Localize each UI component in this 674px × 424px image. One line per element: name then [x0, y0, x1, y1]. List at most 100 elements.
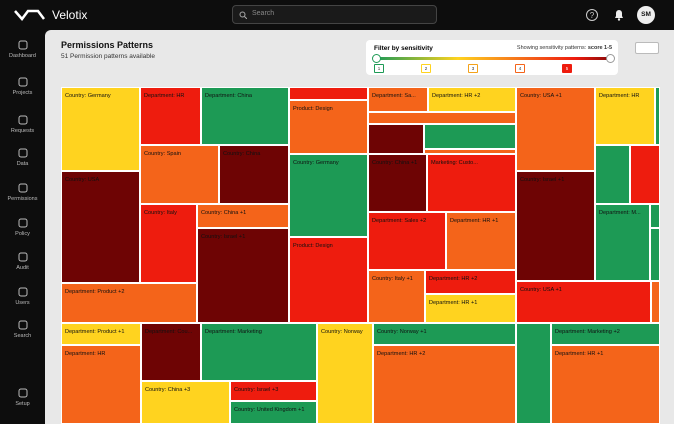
filter-panel: Filter by sensitivity Showing sensitivit… — [366, 40, 618, 75]
notifications-icon[interactable] — [612, 8, 626, 22]
tile-label: Department: China — [205, 93, 252, 99]
tile-label: Country: China +3 — [145, 387, 191, 393]
treemap-tile[interactable]: Department: Product +2 — [61, 283, 197, 323]
nav-label: Dashboard — [9, 53, 36, 59]
nav-item[interactable]: Dashboard — [0, 40, 45, 59]
search-placeholder: Search — [252, 10, 275, 17]
treemap-tile[interactable] — [651, 281, 660, 323]
treemap-tile[interactable]: Product: Design — [289, 237, 368, 323]
treemap-tile[interactable]: Country: Israel +3 — [230, 381, 317, 401]
nav-item[interactable]: Users — [0, 287, 45, 306]
treemap-tile[interactable]: Department: Marketing +2 — [551, 323, 660, 345]
treemap-tile[interactable]: Department: Marketing — [201, 323, 317, 381]
page-title: Permissions Patterns — [61, 40, 154, 50]
level-label: 2 — [421, 64, 431, 73]
treemap-tile[interactable]: Department: M... — [595, 204, 650, 281]
treemap-tile[interactable] — [650, 204, 660, 228]
nav-icon — [18, 218, 27, 228]
tile-label: Country: China +1 — [372, 160, 418, 166]
nav-icon — [18, 40, 27, 50]
tile-label: Country: China +1 — [201, 210, 247, 216]
treemap-tile[interactable]: Country: USA +1 — [516, 87, 595, 171]
brand: Velotix — [52, 8, 88, 22]
treemap-tile[interactable]: Country: Israel +1 — [197, 228, 289, 323]
treemap-tile[interactable] — [368, 124, 424, 154]
tile-label: Country: Spain — [144, 151, 182, 157]
treemap-tile[interactable]: Department: HR — [61, 345, 141, 424]
treemap-tile[interactable]: Department: HR — [595, 87, 655, 145]
filter-score: score 1-5 — [587, 45, 612, 51]
treemap: Country: Germany Country: USA Department: … — [61, 87, 674, 424]
tile-label: Department: HR +2 — [377, 351, 426, 357]
treemap-tile[interactable]: Department: HR +2 — [373, 345, 516, 424]
treemap-tile[interactable]: Department: HR +2 — [428, 87, 516, 112]
treemap-tile[interactable] — [630, 145, 660, 204]
nav-item[interactable]: Permissions — [0, 183, 45, 202]
treemap-tile[interactable]: Marketing: Custo... — [427, 154, 516, 212]
treemap-tile[interactable]: Department: HR +1 — [551, 345, 660, 424]
treemap-tile[interactable]: Country: China +1 — [368, 154, 427, 212]
treemap-tile[interactable] — [595, 145, 630, 204]
treemap-tile[interactable] — [424, 149, 516, 154]
nav-item[interactable]: Projects — [0, 77, 45, 96]
tile-label: Department: M... — [599, 210, 641, 216]
help-icon[interactable]: ? — [585, 8, 599, 22]
treemap-tile[interactable]: Department: China — [201, 87, 289, 145]
treemap-tile[interactable]: Department: HR +1 — [446, 212, 516, 270]
treemap-tile[interactable]: Product: Design — [289, 100, 368, 154]
nav-item[interactable]: Requests — [0, 115, 45, 134]
nav-item[interactable]: Policy — [0, 218, 45, 237]
treemap-tile[interactable] — [650, 228, 660, 281]
treemap-tile[interactable]: Country: Italy — [140, 204, 197, 283]
treemap-tile[interactable]: Country: Germany — [289, 154, 368, 237]
tile-label: Department: HR — [599, 93, 640, 99]
treemap-tile[interactable]: Country: China +3 — [141, 381, 230, 424]
treemap-tile[interactable]: Department: Sales +2 — [368, 212, 446, 270]
treemap-tile[interactable]: Country: Italy +1 — [368, 270, 425, 323]
treemap-tile[interactable]: Country: Germany — [61, 87, 140, 171]
treemap-tile[interactable]: Country: Norway — [317, 323, 373, 424]
tile-label: Department: Marketing +2 — [555, 329, 620, 335]
treemap-tile[interactable]: Country: Spain — [140, 145, 219, 204]
treemap-tile[interactable]: Country: China +1 — [197, 204, 289, 228]
filter-title: Filter by sensitivity — [374, 45, 433, 52]
treemap-tile[interactable]: Country: United Kingdom +1 — [230, 401, 317, 424]
nav-item[interactable]: Setup — [0, 388, 45, 407]
treemap-tile[interactable]: Department: Cou... — [141, 323, 201, 381]
treemap-tile[interactable] — [516, 323, 551, 424]
slider-handle-min[interactable] — [372, 54, 381, 63]
view-toggle[interactable] — [635, 42, 659, 54]
search-box[interactable]: Search — [232, 5, 437, 24]
main-panel: Permissions Patterns 51 Permission patte… — [45, 30, 674, 424]
level-label: 1 — [374, 64, 384, 73]
tile-label: Country: USA +1 — [520, 93, 562, 99]
nav-label: Policy — [15, 231, 30, 237]
nav-item[interactable]: Audit — [0, 252, 45, 271]
sensitivity-slider[interactable] — [376, 57, 610, 60]
tile-label: Marketing: Custo... — [431, 160, 478, 166]
treemap-tile[interactable]: Department: Sa... — [368, 87, 428, 112]
nav-label: Requests — [10, 128, 35, 134]
treemap-tile[interactable]: Country: Norway +1 — [373, 323, 516, 345]
treemap-tile[interactable] — [289, 87, 368, 100]
tile-label: Department: HR +1 — [429, 300, 478, 306]
treemap-tile[interactable]: Country: USA +1 — [516, 281, 651, 323]
treemap-tile[interactable]: Department: HR — [140, 87, 201, 145]
tile-label: Country: USA — [65, 177, 100, 183]
nav-icon — [18, 148, 27, 158]
nav-item[interactable]: Search — [0, 320, 45, 339]
nav-item[interactable]: Data — [0, 148, 45, 167]
avatar[interactable]: SM — [637, 6, 655, 24]
tile-label: Country: USA +1 — [520, 287, 562, 293]
treemap-tile[interactable]: Department: HR +2 — [425, 270, 516, 294]
treemap-tile[interactable]: Country: USA — [61, 171, 140, 283]
treemap-tile[interactable]: Country: China — [219, 145, 289, 204]
treemap-tile[interactable]: Country: Israel +1 — [516, 171, 595, 281]
slider-handle-max[interactable] — [606, 54, 615, 63]
treemap-tile[interactable] — [424, 124, 516, 149]
treemap-tile[interactable] — [655, 87, 660, 145]
treemap-tile[interactable] — [368, 112, 516, 124]
treemap-tile[interactable]: Department: HR +1 — [425, 294, 516, 323]
treemap-tile[interactable]: Department: Product +1 — [61, 323, 141, 345]
